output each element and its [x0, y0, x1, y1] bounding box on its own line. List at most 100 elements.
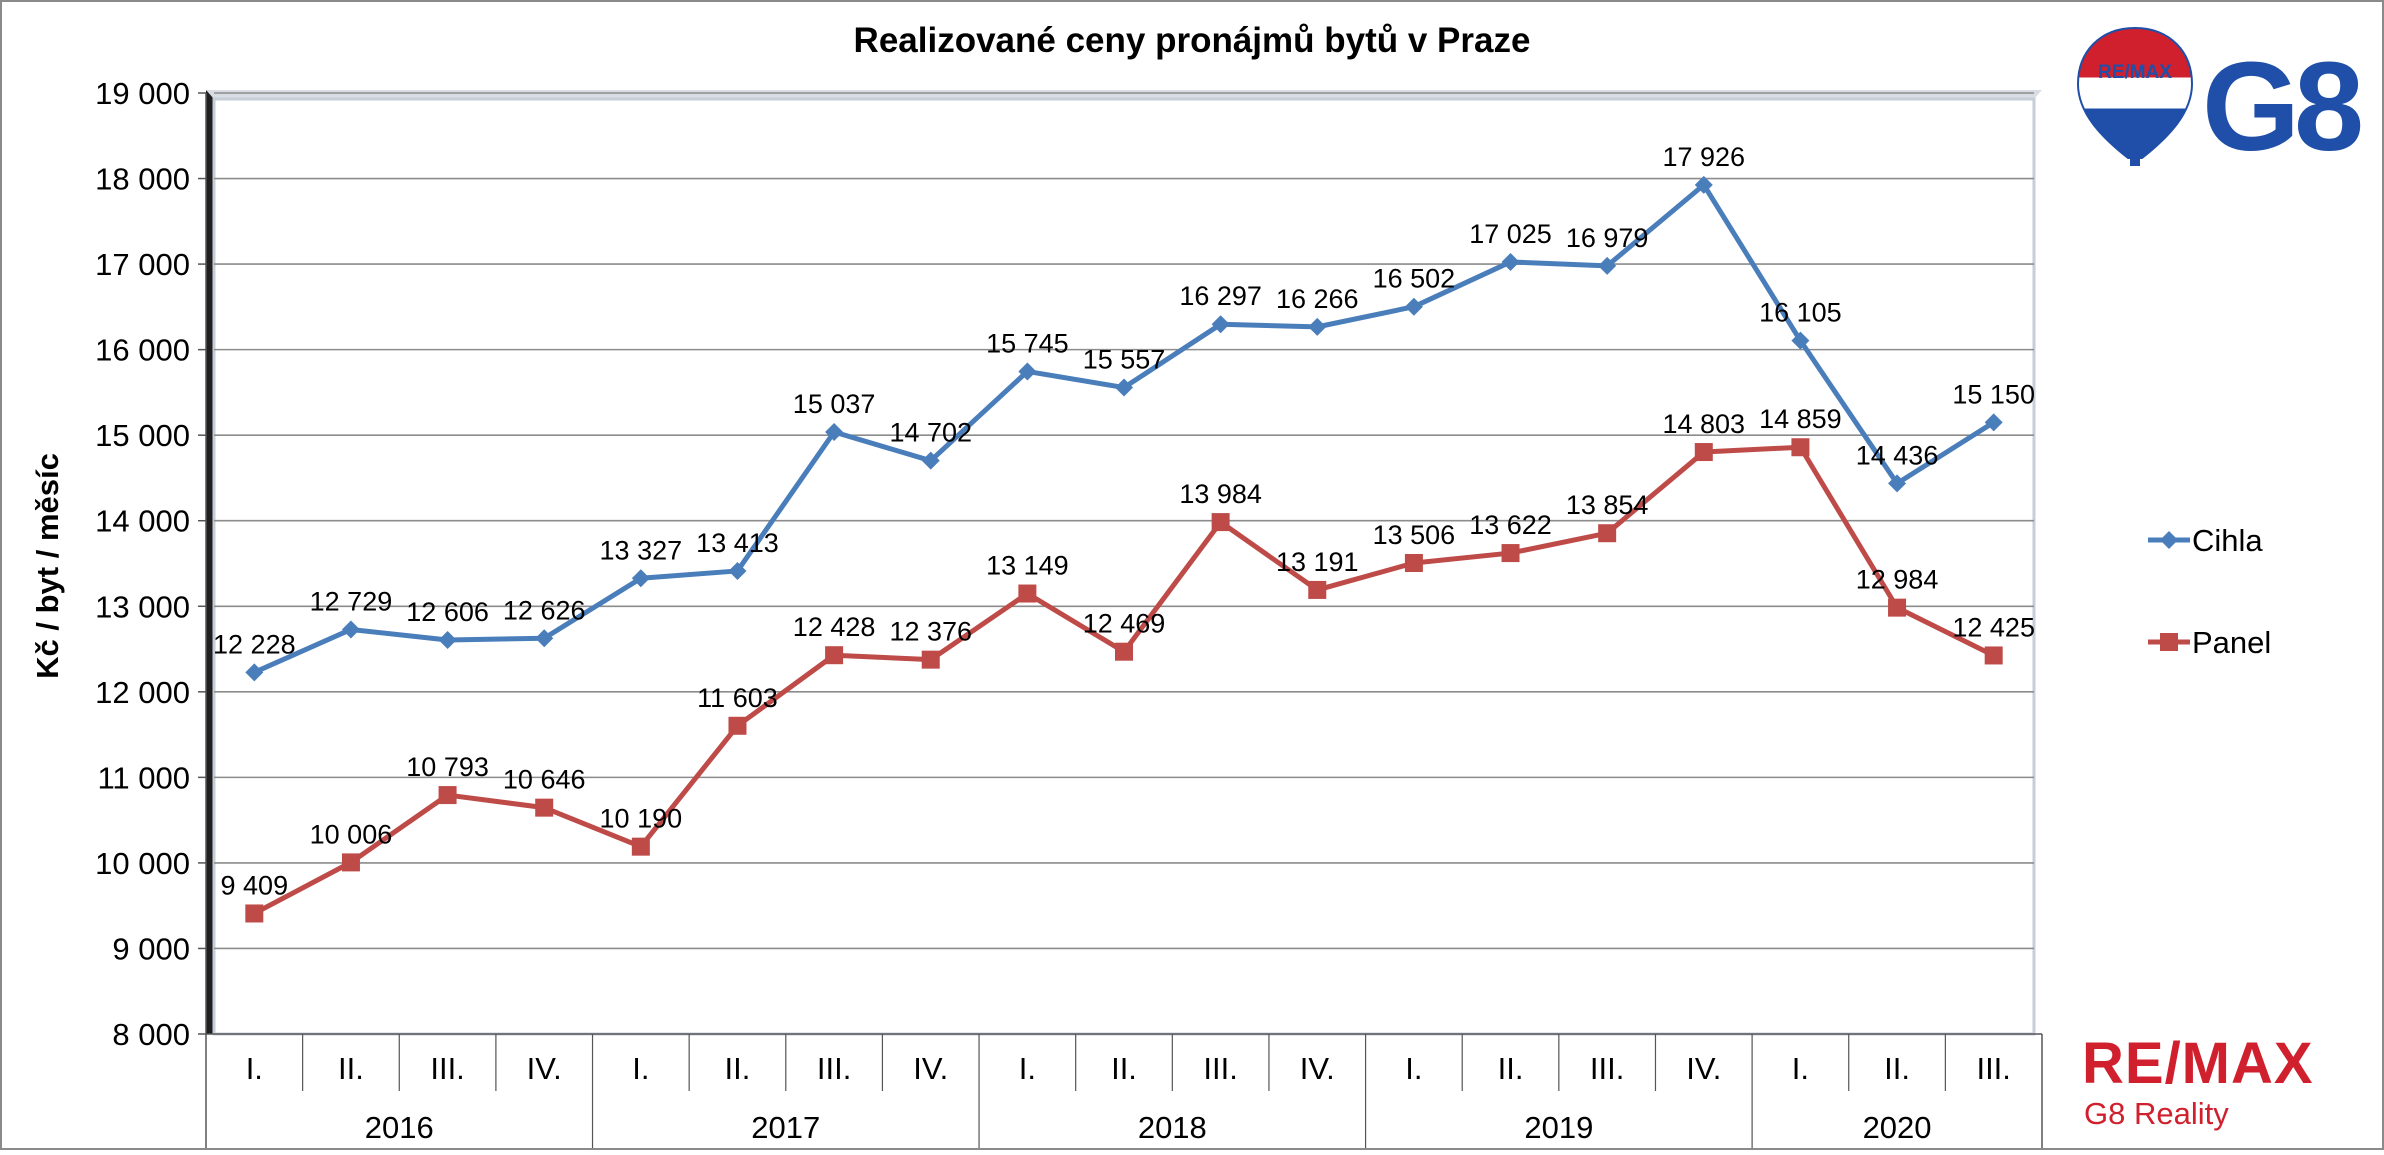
- data-label: 12 228: [213, 629, 296, 659]
- data-label: 12 428: [793, 612, 876, 642]
- data-label: 13 413: [696, 528, 779, 558]
- x-tick-label: II.: [338, 1051, 364, 1086]
- legend-label: Cihla: [2192, 523, 2263, 558]
- data-label: 13 622: [1469, 510, 1552, 540]
- data-point: [1308, 317, 1327, 336]
- data-label: 13 854: [1566, 490, 1649, 520]
- data-label: 16 979: [1566, 223, 1649, 253]
- remax-g8-logo: RE/MAX G8: [2076, 26, 2367, 177]
- x-group-label: 2018: [1138, 1110, 1207, 1145]
- data-point: [438, 786, 457, 805]
- reality-logo-text: G8 Reality: [2084, 1096, 2229, 1131]
- data-point: [921, 650, 940, 669]
- data-label: 15 150: [1952, 379, 2035, 409]
- data-label: 13 984: [1179, 479, 1262, 509]
- data-point: [1791, 331, 1810, 350]
- y-tick-label: 11 000: [97, 760, 190, 795]
- x-tick-label: IV.: [1686, 1051, 1721, 1086]
- data-point: [341, 853, 360, 872]
- data-label: 10 793: [406, 752, 489, 782]
- balloon-basket-icon: [2130, 158, 2140, 166]
- y-tick-label: 12 000: [95, 675, 190, 710]
- data-point: [1404, 297, 1423, 316]
- data-label: 15 745: [986, 328, 1069, 358]
- g8-logo-text: G8: [2202, 36, 2361, 177]
- data-label: 14 803: [1662, 409, 1745, 439]
- data-point: [341, 620, 360, 639]
- data-point: [1791, 438, 1810, 457]
- data-point: [1501, 252, 1520, 271]
- x-tick-label: II.: [1498, 1051, 1524, 1086]
- data-point: [825, 423, 844, 442]
- y-tick-label: 16 000: [95, 333, 190, 368]
- remax-logo-text: RE/MAX: [2082, 1031, 2314, 1096]
- data-label: 15 037: [793, 389, 876, 419]
- y-tick-label: 13 000: [95, 589, 190, 624]
- x-tick-label: I.: [246, 1051, 263, 1086]
- data-point: [1694, 443, 1713, 462]
- x-group-label: 2019: [1524, 1110, 1593, 1145]
- data-point: [1598, 524, 1617, 543]
- data-label: 10 006: [310, 819, 393, 849]
- balloon-icon: [2076, 26, 2194, 159]
- data-label: 17 926: [1662, 142, 1745, 172]
- legend-label: Panel: [2192, 625, 2271, 660]
- y-axis-label: Kč / byt / měsíc: [30, 453, 65, 679]
- data-label: 16 266: [1276, 284, 1359, 314]
- x-tick-label: III.: [430, 1051, 464, 1086]
- plot-area: [212, 97, 2036, 1036]
- data-label: 12 606: [406, 597, 489, 627]
- data-label: 13 149: [986, 551, 1069, 581]
- data-label: 13 327: [600, 535, 683, 565]
- data-point: [825, 646, 844, 665]
- legend-item-cihla: Cihla: [2148, 523, 2263, 558]
- data-point: [1018, 584, 1037, 603]
- data-point: [1598, 256, 1617, 275]
- data-point: [1018, 362, 1037, 381]
- x-tick-label: II.: [1111, 1051, 1137, 1086]
- data-point: [535, 629, 554, 648]
- y-axis: 8 000 9 000 10 000 11 000 12 000 13 000 14 000…: [95, 76, 207, 1052]
- data-point: [245, 663, 264, 682]
- data-label: 16 502: [1373, 264, 1456, 294]
- plot-frame-left: [206, 90, 214, 1034]
- x-tick-label: I.: [1405, 1051, 1422, 1086]
- x-group-label: 2017: [751, 1110, 820, 1145]
- data-label: 10 190: [600, 804, 683, 834]
- data-point: [1888, 598, 1907, 617]
- data-label: 14 702: [889, 418, 972, 448]
- series-cihla: 12 228 12 729 12 606 12 626 13 327 13 413 15 0…: [213, 142, 2035, 682]
- x-tick-label: I.: [1019, 1051, 1036, 1086]
- x-tick-label: III.: [1976, 1051, 2010, 1086]
- data-point: [1984, 646, 2003, 665]
- x-tick-label: III.: [1203, 1051, 1237, 1086]
- x-axis: I. II. III. IV. I. II. III. IV. I. II. III. IV. I. II…: [205, 1033, 2043, 1148]
- data-label: 13 506: [1373, 520, 1456, 550]
- data-point: [921, 451, 940, 470]
- data-label: 13 191: [1276, 547, 1359, 577]
- series-panel: 9 409 10 006 10 793 10 646 10 190 11 603 12 42…: [221, 404, 2035, 923]
- data-point: [1211, 315, 1230, 334]
- data-label: 14 859: [1759, 404, 1842, 434]
- legend-item-panel: Panel: [2148, 625, 2271, 660]
- data-label: 16 105: [1759, 298, 1842, 328]
- chart-title: Realizované ceny pronájmů bytů v Praze: [854, 21, 1531, 60]
- y-tick-label: 18 000: [95, 162, 190, 197]
- y-tick-label: 14 000: [95, 504, 190, 539]
- data-label: 12 376: [889, 617, 972, 647]
- data-label: 16 297: [1179, 281, 1262, 311]
- data-label: 15 557: [1083, 345, 1166, 375]
- data-point: [438, 630, 457, 649]
- data-label: 12 984: [1856, 565, 1939, 595]
- data-label: 12 729: [310, 586, 393, 616]
- data-label: 12 469: [1083, 609, 1166, 639]
- data-label: 10 646: [503, 765, 586, 795]
- data-point: [1115, 642, 1133, 661]
- data-point: [728, 716, 747, 735]
- data-point: [535, 798, 554, 817]
- data-point: [1984, 413, 2003, 432]
- x-tick-label: III.: [1590, 1051, 1624, 1086]
- x-group-label: 2020: [1863, 1110, 1932, 1145]
